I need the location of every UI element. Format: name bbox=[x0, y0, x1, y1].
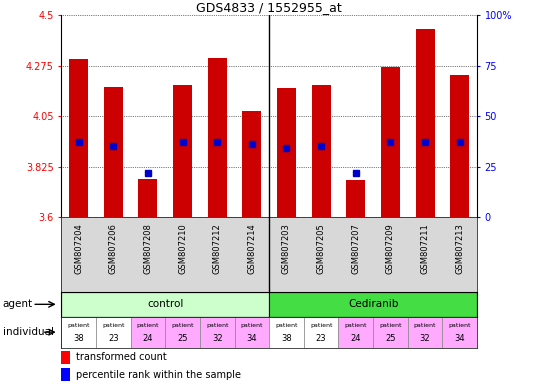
Text: patient: patient bbox=[414, 323, 437, 328]
Bar bbox=[235, 317, 269, 348]
Text: patient: patient bbox=[240, 323, 263, 328]
Text: patient: patient bbox=[67, 323, 90, 328]
Text: patient: patient bbox=[344, 323, 367, 328]
Text: GSM807205: GSM807205 bbox=[317, 223, 326, 274]
Text: 23: 23 bbox=[316, 334, 326, 343]
Text: 32: 32 bbox=[420, 334, 430, 343]
Bar bbox=[373, 317, 408, 348]
Text: 34: 34 bbox=[455, 334, 465, 343]
Bar bbox=[381, 67, 400, 217]
Text: patient: patient bbox=[206, 323, 229, 328]
Text: patient: patient bbox=[379, 323, 402, 328]
Text: GSM807204: GSM807204 bbox=[74, 223, 83, 274]
Text: GSM807208: GSM807208 bbox=[143, 223, 152, 274]
Text: 24: 24 bbox=[351, 334, 361, 343]
Bar bbox=[450, 75, 469, 217]
Text: transformed count: transformed count bbox=[76, 353, 167, 362]
Text: 25: 25 bbox=[177, 334, 188, 343]
Bar bbox=[442, 317, 477, 348]
Bar bbox=[408, 317, 442, 348]
Bar bbox=[69, 59, 88, 217]
Bar bbox=[346, 180, 365, 217]
Text: Cediranib: Cediranib bbox=[348, 299, 398, 310]
Text: 38: 38 bbox=[281, 334, 292, 343]
Text: GSM807207: GSM807207 bbox=[351, 223, 360, 274]
Bar bbox=[304, 317, 338, 348]
Text: patient: patient bbox=[171, 323, 194, 328]
Text: agent: agent bbox=[3, 299, 33, 310]
Text: percentile rank within the sample: percentile rank within the sample bbox=[76, 369, 241, 379]
Text: individual: individual bbox=[3, 327, 54, 337]
Bar bbox=[277, 88, 296, 217]
Text: 24: 24 bbox=[143, 334, 153, 343]
Text: 32: 32 bbox=[212, 334, 222, 343]
Text: 34: 34 bbox=[247, 334, 257, 343]
Text: patient: patient bbox=[102, 323, 125, 328]
Bar bbox=[96, 317, 131, 348]
Text: GSM807210: GSM807210 bbox=[178, 223, 187, 274]
Text: patient: patient bbox=[275, 323, 298, 328]
Bar bbox=[243, 111, 261, 217]
Bar bbox=[269, 317, 304, 348]
Bar bbox=[416, 29, 434, 217]
Text: 23: 23 bbox=[108, 334, 118, 343]
Bar bbox=[61, 292, 269, 317]
Title: GDS4833 / 1552955_at: GDS4833 / 1552955_at bbox=[196, 1, 342, 14]
Bar bbox=[61, 368, 70, 381]
Text: GSM807206: GSM807206 bbox=[109, 223, 118, 274]
Bar bbox=[104, 87, 123, 217]
Text: GSM807203: GSM807203 bbox=[282, 223, 291, 274]
Text: control: control bbox=[147, 299, 183, 310]
Text: patient: patient bbox=[136, 323, 159, 328]
Bar bbox=[338, 317, 373, 348]
Text: patient: patient bbox=[310, 323, 333, 328]
Text: GSM807209: GSM807209 bbox=[386, 223, 395, 274]
Bar bbox=[61, 317, 96, 348]
Bar bbox=[200, 317, 235, 348]
Bar bbox=[173, 85, 192, 217]
Bar bbox=[131, 317, 165, 348]
Bar bbox=[269, 292, 477, 317]
Text: 25: 25 bbox=[385, 334, 395, 343]
Text: GSM807212: GSM807212 bbox=[213, 223, 222, 274]
Text: GSM807214: GSM807214 bbox=[247, 223, 256, 274]
Bar bbox=[208, 58, 227, 217]
Bar bbox=[312, 85, 330, 217]
Text: patient: patient bbox=[448, 323, 471, 328]
Bar bbox=[165, 317, 200, 348]
Bar bbox=[139, 179, 157, 217]
Text: GSM807213: GSM807213 bbox=[455, 223, 464, 274]
Text: 38: 38 bbox=[73, 334, 84, 343]
Bar bbox=[61, 351, 70, 364]
Text: GSM807211: GSM807211 bbox=[421, 223, 430, 274]
